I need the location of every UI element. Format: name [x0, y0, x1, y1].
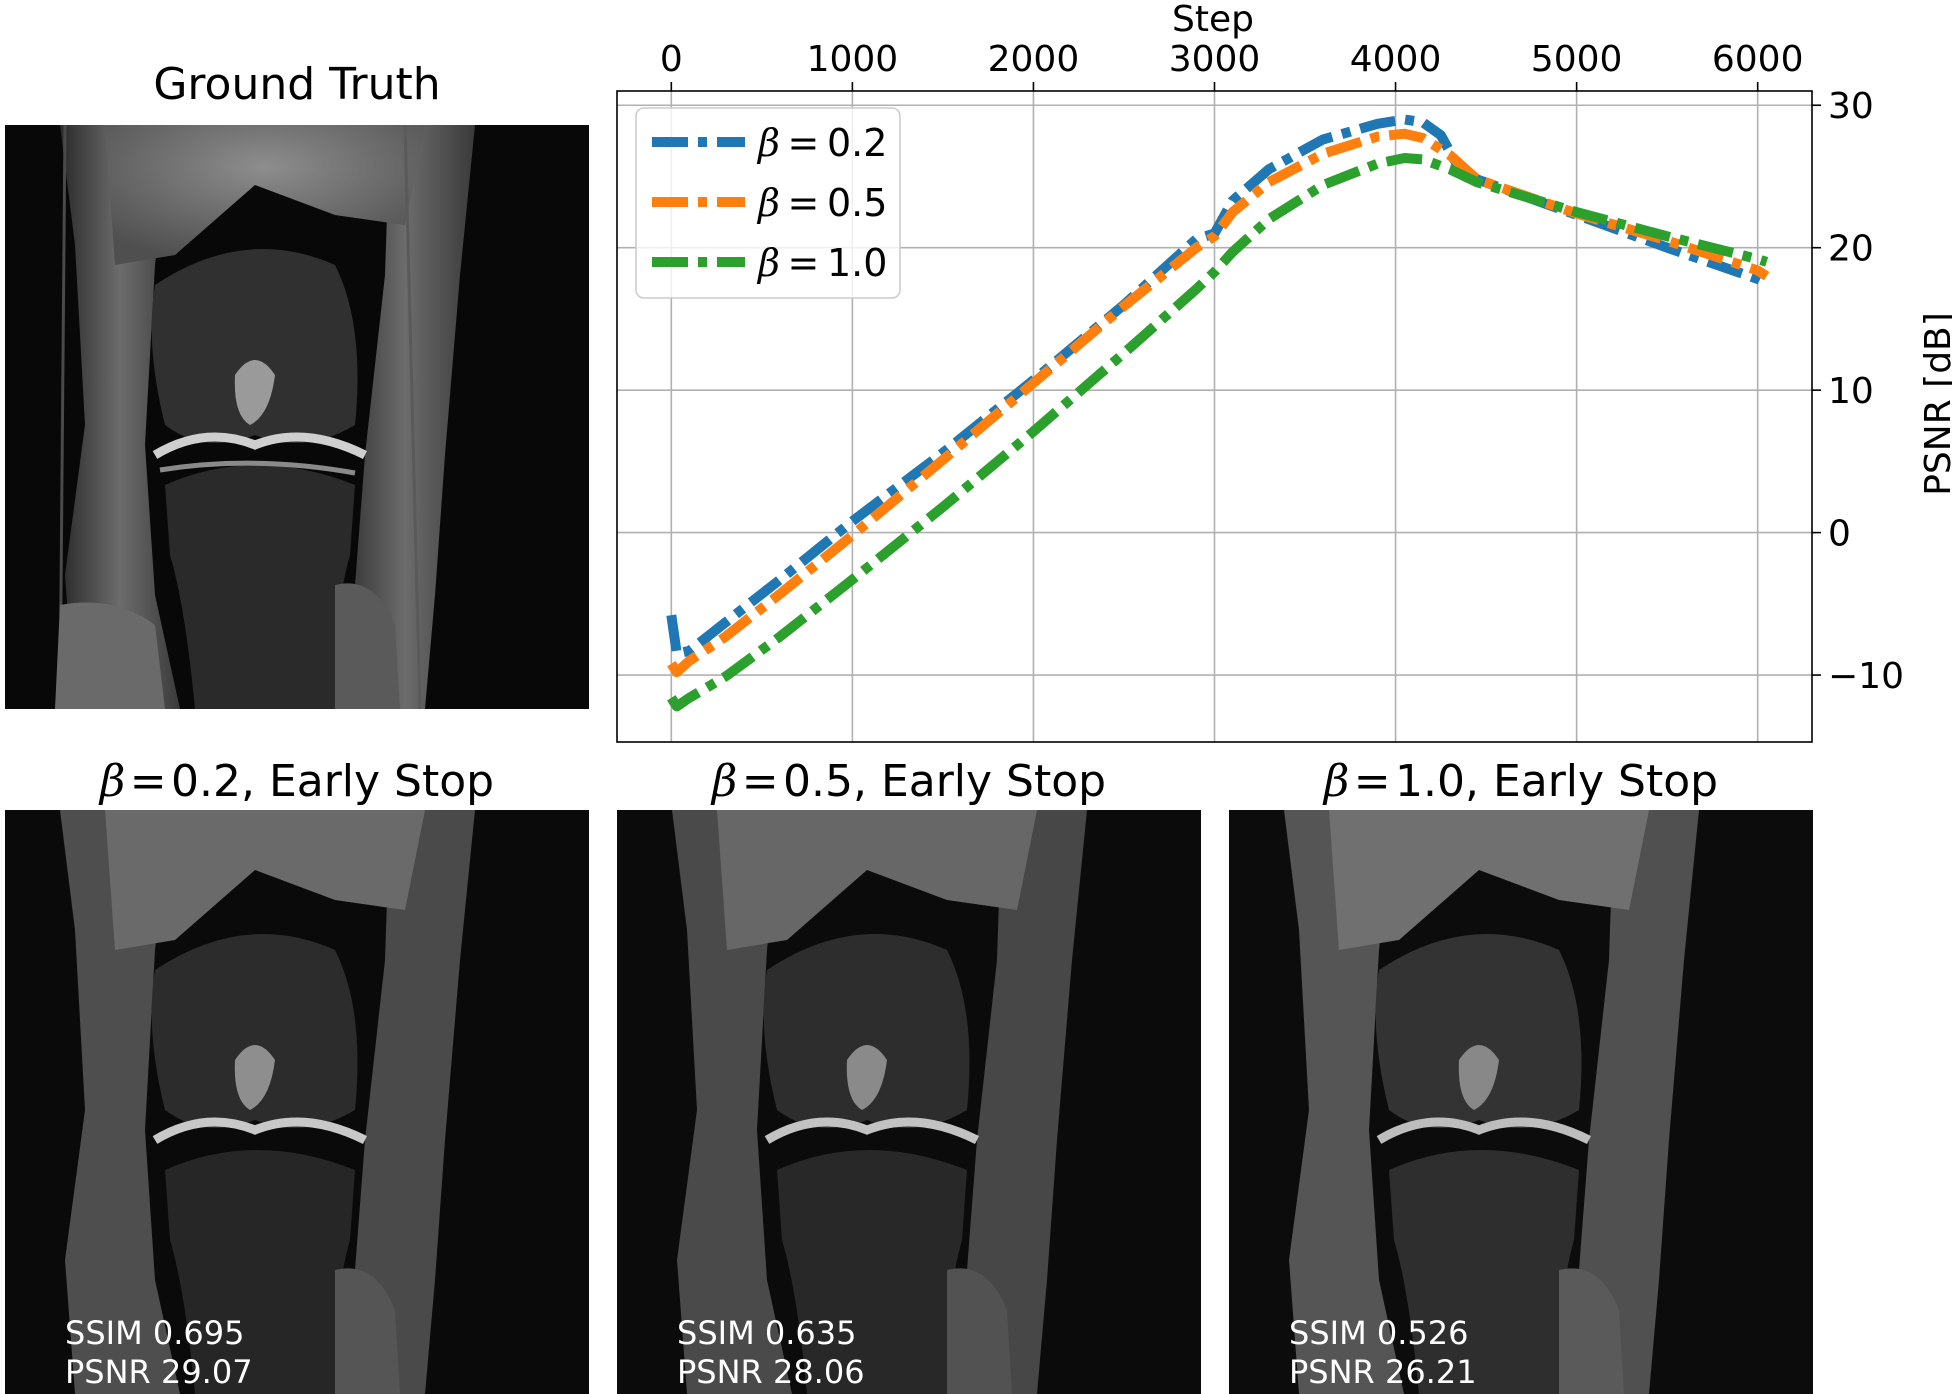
y-tick-label: 10 — [1828, 371, 1874, 412]
psnr-value: PSNR 29.07 — [65, 1353, 253, 1391]
x-tick-label: 6000 — [1712, 39, 1804, 80]
legend-label-beta-1.0: β = 1.0 — [756, 241, 887, 285]
x-tick-label: 4000 — [1350, 39, 1442, 80]
y-axis-label: PSNR [dB] — [1918, 312, 1952, 496]
x-axis-label: Step — [1172, 0, 1254, 40]
psnr-value: PSNR 26.21 — [1289, 1353, 1477, 1391]
recon-title-beta-0.2: β = 0.2, Early Stop — [99, 756, 495, 807]
psnr-value: PSNR 28.06 — [677, 1353, 865, 1391]
recon-metrics-1.0: SSIM 0.526 PSNR 26.21 — [1289, 1314, 1477, 1392]
recon-image-beta-1.0: SSIM 0.526 PSNR 26.21 — [1229, 810, 1813, 1394]
knee-mri-recon-1.0 — [1229, 810, 1813, 1394]
series-lines — [666, 114, 1770, 712]
ssim-value: SSIM 0.526 — [1289, 1314, 1469, 1352]
legend-box — [635, 107, 901, 299]
x-tick-label: 0 — [660, 39, 683, 80]
ssim-value: SSIM 0.695 — [65, 1314, 245, 1352]
x-tick-label: 2000 — [988, 39, 1080, 80]
x-tick-label: 3000 — [1169, 39, 1261, 80]
axis-ticks: 0 1000 2000 3000 4000 5000 6000 −10 0 10 20 30 — [660, 39, 1904, 697]
x-tick-label: 1000 — [807, 39, 899, 80]
recon-metrics-0.2: SSIM 0.695 PSNR 29.07 — [65, 1314, 253, 1392]
knee-mri-ground-truth — [5, 125, 589, 709]
knee-mri-recon-0.5 — [617, 810, 1201, 1394]
series-line-beta-0.5 — [667, 128, 1770, 678]
y-tick-label: −10 — [1828, 656, 1904, 697]
legend-label-beta-0.5: β = 0.5 — [756, 181, 887, 225]
psnr-vs-step-chart: 0 1000 2000 3000 4000 5000 6000 −10 0 10 20 30 Step… — [616, 0, 1952, 743]
series-line-beta-1.0 — [667, 153, 1769, 712]
y-tick-label: 30 — [1828, 86, 1874, 127]
y-tick-label: 20 — [1828, 229, 1874, 270]
y-tick-label: 0 — [1828, 514, 1851, 555]
ssim-value: SSIM 0.635 — [677, 1314, 857, 1352]
ground-truth-title: Ground Truth — [153, 59, 441, 110]
recon-image-beta-0.5: SSIM 0.635 PSNR 28.06 — [617, 810, 1201, 1394]
recon-title-beta-1.0: β = 1.0, Early Stop — [1323, 756, 1719, 807]
recon-title-beta-0.5: β = 0.5, Early Stop — [711, 756, 1107, 807]
legend-label-beta-0.2: β = 0.2 — [756, 121, 887, 165]
ground-truth-image — [5, 125, 589, 709]
legend: β = 0.2 β = 0.5 β = 1.0 — [635, 107, 901, 299]
knee-mri-recon-0.2 — [5, 810, 589, 1394]
recon-image-beta-0.2: SSIM 0.695 PSNR 29.07 — [5, 810, 589, 1394]
recon-metrics-0.5: SSIM 0.635 PSNR 28.06 — [677, 1314, 865, 1392]
x-tick-label: 5000 — [1531, 39, 1623, 80]
